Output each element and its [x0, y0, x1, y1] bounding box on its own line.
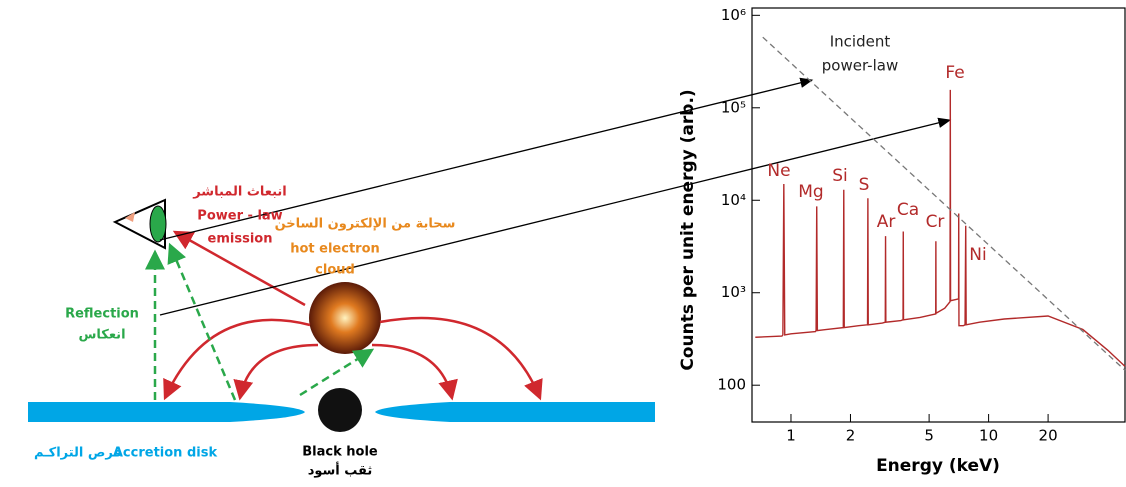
y-tick-label: 100: [717, 376, 746, 394]
annotation: power-law: [822, 57, 898, 75]
label: cloud: [315, 263, 355, 278]
annotation: Mg: [798, 182, 823, 202]
x-tick-label: 10: [979, 427, 998, 445]
x-tick-label: 5: [924, 427, 934, 445]
arrow: [170, 245, 235, 400]
arc: [165, 320, 310, 398]
label: emission: [208, 232, 273, 247]
annotation: Si: [832, 166, 848, 186]
annotation: Ar: [877, 212, 896, 232]
annotation: Cr: [926, 212, 945, 232]
label: Reflection: [65, 307, 139, 322]
chart: 100 10³ 10⁴ 10⁵ 10⁶ 1 2 5 10 20 Energy (keV) Counts…: [678, 6, 1125, 476]
diagram: انبعاث المباشر Power - law emission سحاب…: [28, 80, 950, 479]
y-tick-label: 10⁴: [721, 191, 746, 209]
y-tick-label: 10⁵: [721, 98, 746, 116]
label: انبعاث المباشر: [192, 185, 287, 200]
label: قرص التراكـم: [34, 446, 122, 461]
x-tick-label: 1: [786, 427, 796, 445]
annotation: Fe: [945, 63, 964, 83]
black-hole: [318, 388, 362, 432]
label: Power - law: [197, 209, 282, 224]
x-axis-label: Energy (keV): [876, 456, 1000, 476]
eye-iris: [150, 206, 166, 242]
label: Black hole: [302, 445, 378, 460]
annotation: Incident: [830, 33, 891, 51]
electron-cloud: [309, 282, 381, 354]
x-tick-label: 2: [846, 427, 856, 445]
disk-left: [28, 402, 305, 422]
x-tick-label: 20: [1039, 427, 1058, 445]
label: ثقب أسود: [308, 462, 373, 479]
label: انعكاس: [78, 328, 125, 343]
figure: انبعاث المباشر Power - law emission سحاب…: [0, 0, 1126, 483]
label: hot electron: [290, 242, 380, 257]
arc: [380, 318, 540, 398]
y-tick-label: 10⁶: [721, 6, 746, 24]
arrow: [300, 350, 372, 395]
y-axis-label: Counts per unit energy (arb.): [678, 89, 698, 370]
annotation: Ca: [897, 200, 919, 220]
y-tick-label: 10³: [721, 283, 746, 301]
annotation: S: [859, 175, 870, 195]
label: Accretion disk: [113, 446, 218, 461]
annotation: Ni: [969, 245, 986, 265]
page: انبعاث المباشر Power - law emission سحاب…: [0, 0, 1126, 487]
arc: [372, 345, 452, 398]
annotation: Ne: [767, 161, 790, 181]
disk-right: [375, 402, 655, 422]
label: سحابة من الإلكترون الساخن: [275, 217, 456, 232]
